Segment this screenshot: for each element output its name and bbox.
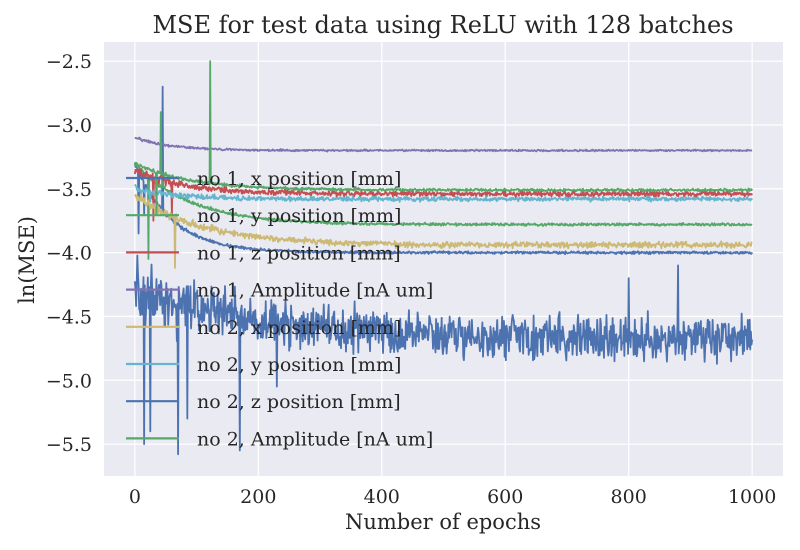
y-tick-label: −4.0 <box>46 243 92 265</box>
x-tick-label: 600 <box>487 486 523 508</box>
series-line <box>134 136 753 153</box>
x-tick-label: 200 <box>240 486 276 508</box>
legend-label: no 1, z position [mm] <box>197 242 401 264</box>
legend-label: no 2, y position [mm] <box>197 354 401 376</box>
y-axis-ticks: −2.5 −3.0 −3.5 −4.0 −4.5 −5.0 −5.5 <box>46 51 92 456</box>
y-tick-label: −5.5 <box>46 434 92 456</box>
chart-title: MSE for test data using ReLU with 128 ba… <box>152 11 733 39</box>
y-tick-label: −3.5 <box>46 179 92 201</box>
series-line <box>133 167 753 222</box>
x-tick-label: 1000 <box>728 486 776 508</box>
legend-label: no 1, x position [mm] <box>197 168 401 190</box>
legend-label: no 1, y position [mm] <box>197 205 401 227</box>
series-line <box>134 184 753 203</box>
x-axis-ticks: 0 200 400 600 800 1000 <box>129 486 776 508</box>
series-line <box>133 60 753 216</box>
legend-label: no 2, x position [mm] <box>197 317 401 339</box>
legend-label: no 2, Amplitude [nA um] <box>197 428 433 450</box>
legend-label: no 2, z position [mm] <box>197 391 401 413</box>
series-line <box>133 85 753 256</box>
y-tick-label: −4.5 <box>46 306 92 328</box>
series-layer <box>133 60 754 456</box>
x-tick-label: 400 <box>364 486 400 508</box>
legend-label: no 1, Amplitude [nA um] <box>197 280 433 302</box>
series-line <box>133 254 754 456</box>
y-tick-label: −3.0 <box>46 115 92 137</box>
x-tick-label: 0 <box>129 486 141 508</box>
y-tick-label: −2.5 <box>46 51 92 73</box>
series-line <box>134 193 753 269</box>
series-line <box>134 161 753 260</box>
x-axis-label: Number of epochs <box>345 510 541 534</box>
legend: no 1, x position [mm] no 1, y position [m… <box>126 168 433 450</box>
x-tick-label: 800 <box>611 486 647 508</box>
y-tick-label: −5.0 <box>46 370 92 392</box>
plot-area <box>104 42 783 476</box>
y-axis-label: ln(MSE) <box>15 216 39 304</box>
